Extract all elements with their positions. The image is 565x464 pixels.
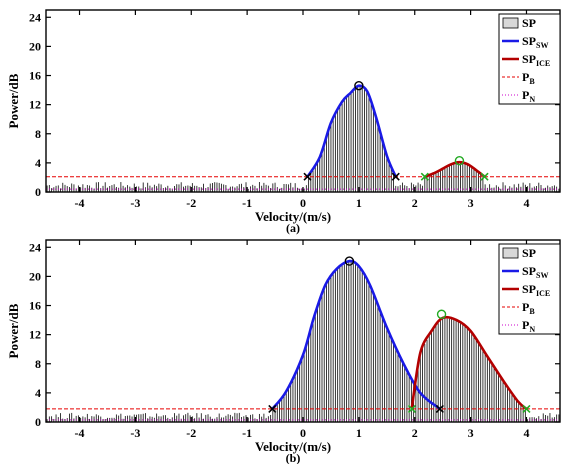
x-tick-label: 0	[300, 196, 306, 210]
x-tick-label: -1	[242, 196, 252, 210]
y-tick-label: 24	[29, 10, 41, 24]
x-tick-label: 2	[412, 196, 418, 210]
legend-label-sw: SPSW	[522, 34, 548, 50]
y-tick-label: 8	[35, 357, 41, 371]
legend-label-ice: SPICE	[522, 52, 550, 68]
ice-peak-marker	[454, 155, 465, 166]
legend-label-sp: SP	[522, 16, 536, 30]
x-tick-label: -2	[186, 426, 196, 440]
plot-area	[46, 10, 560, 192]
panel-label: (a)	[286, 221, 300, 235]
x-tick-label: -4	[75, 426, 85, 440]
sp-spectrum-bars	[46, 86, 560, 192]
legend: SP SPSW SPICE PB PN	[498, 13, 561, 105]
sp-sw-curve	[306, 84, 397, 178]
sw-peak-marker	[344, 256, 355, 266]
ice-bound-marker	[522, 404, 531, 413]
x-tick-label: 0	[300, 426, 306, 440]
legend-label-pb: PB	[522, 70, 535, 86]
x-tick-label: 3	[468, 196, 474, 210]
y-tick-label: 4	[35, 156, 41, 170]
sw-peak-marker	[354, 81, 364, 91]
ice-bound-marker	[407, 404, 417, 413]
legend-swatch-sp	[502, 247, 519, 259]
x-axis-label: Velocity/(m/s)	[255, 439, 331, 454]
y-tick-label: 16	[29, 69, 41, 83]
x-tick-label: 4	[523, 426, 529, 440]
y-tick-label: 0	[35, 185, 41, 199]
x-tick-label: -3	[130, 426, 140, 440]
y-tick-label: 20	[29, 269, 41, 283]
x-tick-label: -4	[75, 196, 85, 210]
legend-label-pn: PN	[522, 318, 535, 334]
sp-ice-curve	[424, 160, 486, 178]
y-tick-label: 12	[29, 98, 41, 112]
sw-bound-marker	[435, 404, 444, 413]
y-axis-label: Power/dB	[6, 303, 21, 358]
x-tick-label: -1	[242, 426, 252, 440]
legend-box	[498, 243, 561, 335]
y-tick-label: 20	[29, 39, 41, 53]
x-tick-label: 4	[523, 196, 529, 210]
x-tick-label: 1	[356, 196, 362, 210]
chart-panel-a: -4 -3 -2 -1 0 1 2 3 404812162024Velocity/(m/s)(a…	[6, 9, 561, 235]
x-tick-label: -2	[186, 196, 196, 210]
chart-panel-b: -4 -3 -2 -1 0 1 2 3 404812162024Velocity/(m/s)(b…	[6, 239, 561, 464]
y-tick-label: 24	[29, 240, 41, 254]
ice-bound-marker	[480, 172, 489, 181]
legend-label-sp: SP	[522, 246, 536, 260]
sp-spectrum-bars	[46, 261, 560, 422]
legend-label-ice: SPICE	[522, 282, 550, 298]
legend-swatch-sp	[502, 17, 519, 29]
y-tick-label: 16	[29, 299, 41, 313]
legend: SP SPSW SPICE PB PN	[498, 243, 561, 335]
sp-ice-curve	[410, 315, 528, 410]
axes-frame	[45, 9, 561, 193]
sw-bound-marker	[268, 404, 277, 413]
y-tick-label: 0	[35, 415, 41, 429]
y-tick-label: 8	[35, 127, 41, 141]
legend-label-pn: PN	[522, 88, 535, 104]
y-tick-label: 12	[29, 328, 41, 342]
panel-label: (b)	[286, 451, 301, 464]
ice-bound-marker	[420, 172, 429, 181]
legend-label-sw: SPSW	[522, 264, 548, 280]
sw-bound-marker	[391, 172, 400, 181]
ice-peak-marker	[436, 309, 447, 319]
y-axis-label: Power/dB	[6, 73, 21, 128]
x-tick-label: 2	[412, 426, 418, 440]
x-tick-label: 3	[468, 426, 474, 440]
x-tick-label: -3	[130, 196, 140, 210]
sw-bound-marker	[303, 172, 312, 181]
y-tick-label: 4	[35, 386, 41, 400]
sp-sw-curve	[271, 259, 441, 410]
x-axis-label: Velocity/(m/s)	[255, 209, 331, 224]
x-tick-label: 1	[356, 426, 362, 440]
legend-label-pb: PB	[522, 300, 535, 316]
